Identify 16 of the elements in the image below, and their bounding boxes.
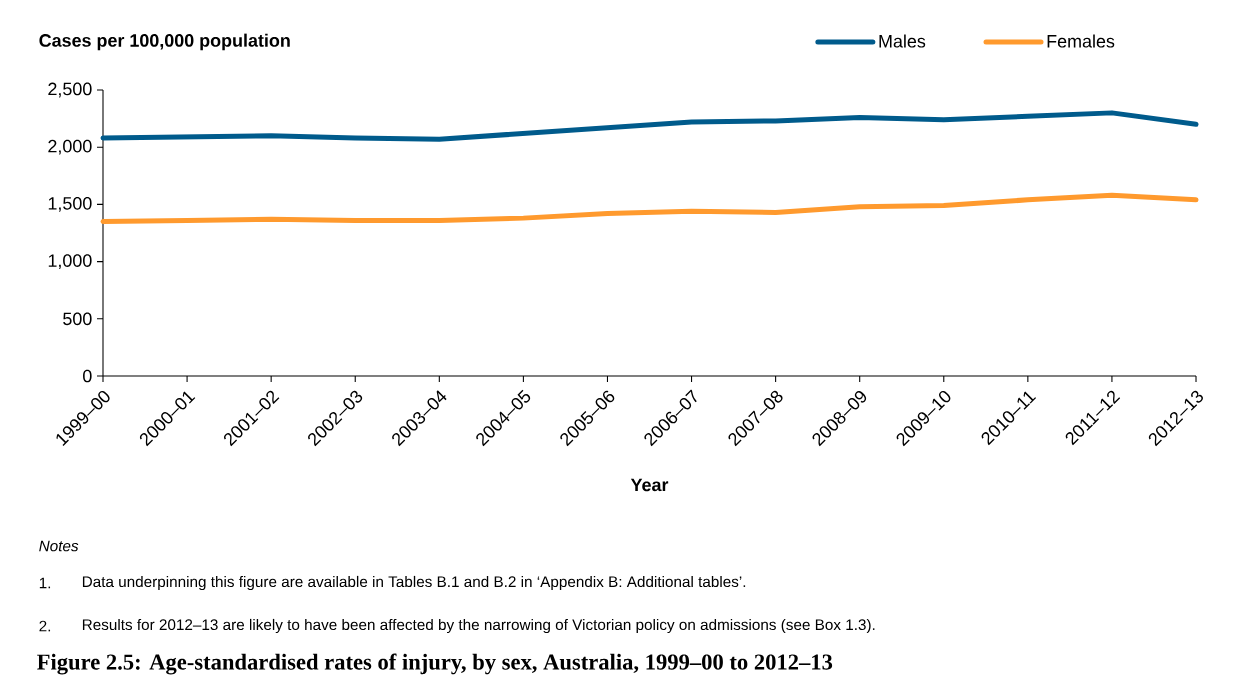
text: Notes <box>39 540 79 552</box>
text: Data underpinning this figure are available in Tables B.1 and B.2 in ‘Appendix B: Additional tables’. <box>82 575 746 591</box>
y-tick-label: 2,500 <box>48 82 92 98</box>
text: 2. <box>39 620 51 632</box>
y-axis-title: Cases per 100,000 population <box>39 33 290 51</box>
x-axis-title: Year <box>630 478 669 492</box>
y-tick-label: 500 <box>63 312 92 326</box>
y-tick-label: 0 <box>83 369 92 383</box>
legend-label: Females <box>1047 34 1115 48</box>
text: Results for 2012–13 are likely to have been affected by the narrowing of Victorian policy on admissions (see Box 1.3). <box>82 618 875 634</box>
y-tick-label: 1,500 <box>48 196 92 212</box>
legend-label: Males <box>879 34 926 48</box>
y-tick-label: 1,000 <box>48 254 92 269</box>
text: Figure 2.5: Age-standardised rates of injury, by sex, Australia, 1999–00 to 2012–13 <box>37 653 833 675</box>
y-tick-label: 2,000 <box>48 139 92 155</box>
text: 1. <box>39 577 51 589</box>
